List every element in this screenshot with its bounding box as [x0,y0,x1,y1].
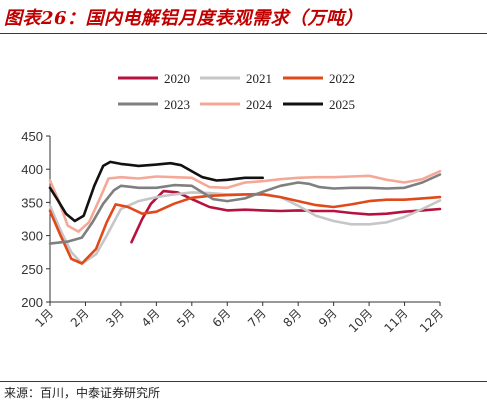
y-tick-label: 450 [21,129,43,144]
line-chart: 2020 2021 2022 2023 2024 2025 200 250 300 350 400… [21,71,446,335]
y-tick-label: 200 [21,295,43,310]
y-tick-label: 300 [21,229,43,244]
x-tick-label: 5月 [174,306,198,330]
legend: 2020 2021 2022 2023 2024 2025 [118,71,355,112]
title-rule [0,33,487,34]
x-tick-label: 10月 [346,306,375,335]
x-tick-label: 8月 [281,306,305,330]
x-tick-label: 2月 [68,306,92,330]
legend-label-2022: 2022 [329,71,355,86]
series-line-2020 [130,189,442,244]
x-tick-label: 4月 [139,306,163,330]
legend-label-2023: 2023 [164,97,190,112]
series-line-2024 [48,169,442,233]
x-tick-label: 9月 [316,306,340,330]
source-rule [0,381,487,382]
chart-title: 图表26：国内电解铝月度表观需求（万吨） [4,8,364,29]
x-tick-label: 6月 [210,306,234,330]
series-group [48,160,442,265]
legend-label-2024: 2024 [246,97,273,112]
series-line-2023 [48,173,442,245]
source-note: 来源：百川，中泰证券研究所 [4,386,161,400]
y-tick-label: 250 [21,262,43,277]
x-tick-label: 12月 [417,306,446,335]
y-tick-label: 350 [21,195,43,210]
series-line-2025 [48,160,264,223]
x-tick-label: 7月 [245,306,269,330]
legend-label-2025: 2025 [329,97,355,112]
x-tick-label: 11月 [381,306,410,335]
series-line-2021 [48,191,442,265]
series-line-2022 [48,193,442,265]
legend-label-2021: 2021 [246,71,272,86]
y-tick-label: 400 [21,162,43,177]
legend-label-2020: 2020 [164,71,190,86]
x-tick-label: 3月 [103,306,127,330]
